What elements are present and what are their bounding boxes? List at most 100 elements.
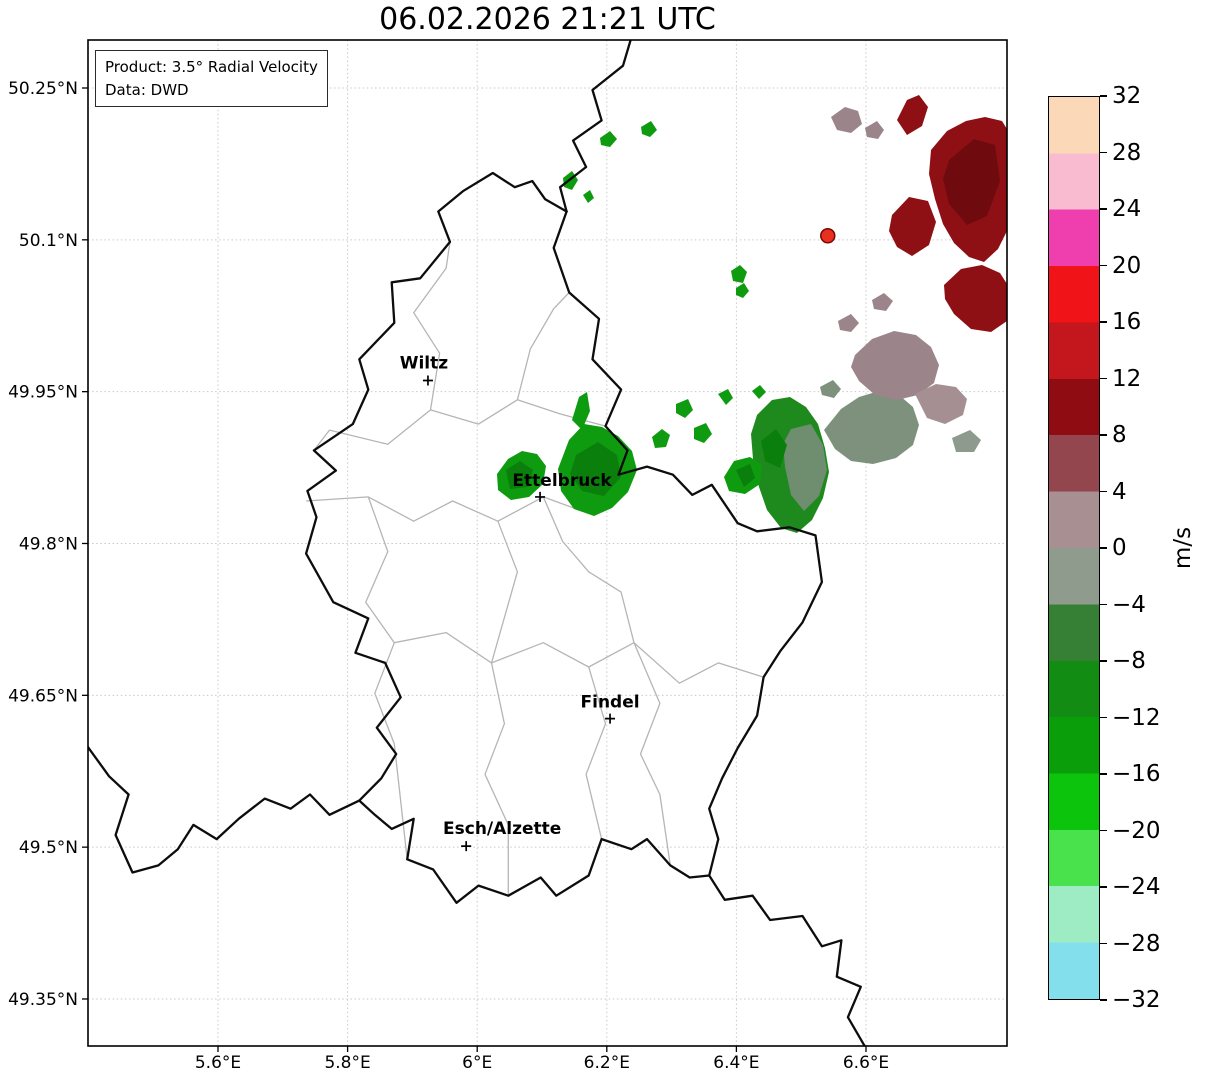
colorbar-tick: [1100, 377, 1107, 380]
colorbar-tick-label: −16: [1112, 761, 1161, 787]
city-marker: [535, 491, 546, 502]
colorbar-tick-label: 12: [1112, 365, 1142, 392]
district-border: [484, 520, 519, 896]
x-tick-label: 6.2°E: [584, 1053, 630, 1073]
radar-site-marker: [820, 228, 836, 244]
product-info-box: Product: 3.5° Radial Velocity Data: DWD: [95, 50, 328, 107]
country-border-france-germany: [708, 874, 866, 1046]
figure-title: 06.02.2026 21:21 UTC: [379, 2, 716, 37]
colorbar-tick: [1100, 999, 1107, 1001]
radar-echo: [570, 442, 621, 496]
radar-echo: [889, 197, 936, 256]
radar-echo: [736, 464, 755, 487]
colorbar-tick-label: 32: [1112, 83, 1142, 109]
colorbar-tick: [1100, 716, 1107, 719]
colorbar-tick-label: 20: [1112, 252, 1142, 279]
district-border: [413, 241, 451, 411]
colorbar-tick-label: 8: [1112, 422, 1127, 448]
radar-echo: [820, 380, 841, 398]
radar-echo: [652, 429, 670, 448]
radar-echo: [824, 391, 919, 464]
radar-echo: [641, 121, 657, 137]
y-tick-label: 49.65°N: [8, 686, 78, 706]
radar-echo: [731, 265, 747, 283]
y-tick-label: 50.25°N: [8, 79, 78, 99]
radar-echo: [851, 331, 939, 400]
radar-echo: [944, 265, 1007, 332]
city-marker: [461, 841, 472, 852]
city-label: Ettelbruck: [512, 471, 612, 491]
y-tick-label: 49.5°N: [19, 838, 78, 858]
country-border-belgium-germany: [558, 40, 632, 213]
country-border-luxembourg-east: [552, 210, 824, 877]
radar-echo: [897, 95, 928, 135]
radar-echo: [943, 139, 1000, 225]
colorbar-tick: [1100, 208, 1107, 210]
x-tick-label: 6.6°E: [843, 1053, 889, 1073]
colorbar-tick: [1100, 490, 1107, 493]
colorbar-tick: [1100, 321, 1107, 323]
colorbar-tick-label: 4: [1112, 478, 1127, 505]
colorbar-unit-label: m/s: [1170, 526, 1196, 570]
y-tick-label: 50.1°N: [19, 231, 78, 251]
radar-echo: [952, 430, 981, 452]
district-border: [585, 666, 607, 840]
colorbar-tick: [1100, 434, 1107, 436]
district-border: [633, 642, 671, 866]
data-source-label: Data: DWD: [105, 80, 189, 99]
x-tick-label: 5.8°E: [324, 1053, 370, 1073]
city-label: Findel: [581, 693, 640, 713]
colorbar-tick: [1100, 151, 1107, 154]
colorbar-tick-label: 28: [1112, 139, 1142, 166]
colorbar-tick-label: −24: [1112, 874, 1161, 900]
colorbar-tick: [1100, 660, 1107, 662]
colorbar-tick: [1100, 886, 1107, 888]
radar-echo: [600, 131, 617, 147]
product-label: Product: 3.5° Radial Velocity: [105, 58, 318, 76]
colorbar-tick-label: −20: [1112, 817, 1161, 844]
colorbar-tick-label: 0: [1112, 535, 1127, 561]
colorbar-tick: [1100, 95, 1107, 97]
district-border: [365, 496, 408, 860]
y-tick-label: 49.8°N: [19, 534, 78, 554]
colorbar-tick: [1100, 603, 1107, 606]
map-layers: Wiltz Ettelbruck Findel Esch/Alzette: [88, 40, 1007, 1046]
colorbar-tick-label: 16: [1112, 309, 1142, 335]
radar-echo: [915, 384, 967, 424]
radar-echo: [831, 107, 862, 133]
radar-echo: [572, 392, 590, 430]
country-border-france-belgium: [88, 745, 361, 874]
radar-echo: [736, 283, 749, 298]
colorbar-tick-label: 24: [1112, 196, 1142, 222]
radar-echo: [865, 121, 884, 139]
radar-echo: [872, 293, 893, 311]
city-marker: [605, 713, 616, 724]
colorbar-tick-label: −28: [1112, 930, 1161, 957]
radar-echo: [718, 389, 733, 405]
radar-echo: [694, 423, 712, 443]
colorbar-tick-label: −8: [1112, 648, 1146, 674]
colorbar-tick: [1100, 264, 1107, 267]
radar-echo: [761, 429, 787, 468]
x-tick-label: 6.4°E: [713, 1053, 759, 1073]
colorbar-tick-label: −4: [1112, 591, 1146, 618]
y-tick-label: 49.35°N: [8, 990, 78, 1010]
district-border: [516, 292, 570, 400]
radar-echo: [583, 190, 594, 203]
x-tick-label: 6°E: [462, 1053, 492, 1073]
radar-echo: [783, 424, 827, 511]
colorbar-gradient: [1048, 96, 1100, 1000]
colorbar-tick: [1100, 829, 1107, 832]
colorbar-tick-label: −12: [1112, 704, 1161, 731]
y-tick-label: 49.95°N: [8, 383, 78, 403]
radar-echo: [506, 461, 533, 489]
district-border: [394, 631, 764, 684]
colorbar-tick-label: −32: [1112, 987, 1161, 1013]
radar-echo: [752, 385, 766, 399]
district-border: [542, 496, 635, 643]
country-border-luxembourg-west: [304, 171, 568, 802]
colorbar-tick: [1100, 547, 1107, 549]
city-label: Wiltz: [400, 354, 449, 374]
